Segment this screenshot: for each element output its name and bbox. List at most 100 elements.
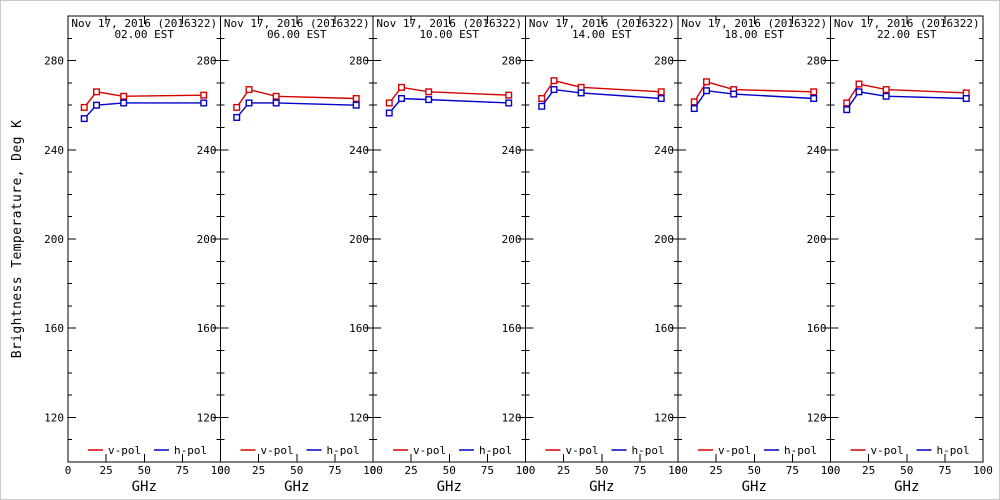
v-pol-marker: [385, 99, 393, 107]
legend-v-pol-label: v-pol: [108, 444, 141, 457]
x-tick-label: 100: [668, 464, 688, 477]
legend-h-pol-label: h-pol: [784, 444, 817, 457]
x-tick-label: 50: [748, 464, 761, 477]
y-tick-label: 200: [44, 233, 64, 246]
y-axis-ticks: [830, 37, 983, 441]
x-tick-label: 50: [900, 464, 913, 477]
v-pol-line: [388, 86, 509, 104]
y-tick-label: 280: [807, 55, 827, 68]
x-tick-label: 25: [405, 464, 418, 477]
panel-legend: v-pol h-pol: [850, 444, 970, 457]
h-pol-marker: [385, 109, 393, 117]
panel-frame: [829, 15, 984, 463]
panel-title-time: 10.00 EST: [419, 28, 479, 41]
x-axis-unit-label: GHz: [742, 479, 767, 495]
v-pol-marker: [398, 83, 406, 91]
v-pol-marker: [657, 88, 665, 96]
y-tick-label: 240: [654, 144, 674, 157]
x-tick-label: 100: [973, 464, 993, 477]
x-tick-label: 100: [821, 464, 841, 477]
h-pol-marker: [882, 92, 890, 100]
x-tick-label: 100: [363, 464, 383, 477]
panel-title-time: 18.00 EST: [724, 28, 784, 41]
y-tick-label: 120: [44, 411, 64, 424]
y-tick-label: 240: [349, 144, 369, 157]
v-pol-marker: [550, 77, 558, 85]
y-tick-label: 240: [197, 144, 217, 157]
x-tick-label: 25: [710, 464, 723, 477]
h-pol-line: [846, 91, 967, 111]
x-tick-label: 0: [827, 464, 834, 477]
h-pol-line: [541, 88, 662, 107]
v-pol-line: [541, 79, 662, 99]
y-tick-label: 240: [807, 144, 827, 157]
x-axis-unit-label: GHz: [894, 479, 919, 495]
panel-legend: v-pol h-pol: [545, 444, 665, 457]
v-pol-marker: [233, 103, 241, 111]
y-axis-ticks: [525, 37, 678, 441]
x-axis-ticks: [830, 16, 984, 462]
x-tick-label: 75: [481, 464, 494, 477]
h-pol-marker: [550, 86, 558, 94]
x-axis-unit-label: GHz: [437, 479, 462, 495]
x-tick-label: 25: [252, 464, 265, 477]
x-tick-label: 0: [675, 464, 682, 477]
y-tick-label: 200: [197, 233, 217, 246]
legend-h-pol-label: h-pol: [174, 444, 207, 457]
h-pol-marker: [80, 115, 88, 123]
v-pol-marker: [272, 92, 280, 100]
y-tick-label: 240: [502, 144, 522, 157]
x-tick-label: 25: [862, 464, 875, 477]
x-tick-label: 75: [176, 464, 189, 477]
x-axis-unit-label: GHz: [132, 479, 157, 495]
y-tick-label: 160: [654, 322, 674, 335]
y-tick-label: 160: [197, 322, 217, 335]
y-axis-ticks: [373, 37, 526, 441]
x-tick-label: 0: [217, 464, 224, 477]
panel-legend: v-pol h-pol: [698, 444, 817, 457]
legend-h-pol-label: h-pol: [632, 444, 665, 457]
y-tick-label: 200: [807, 233, 827, 246]
h-pol-marker: [657, 95, 665, 103]
v-pol-marker: [538, 95, 546, 103]
v-pol-marker: [80, 103, 88, 111]
h-pol-marker: [538, 102, 546, 110]
h-pol-marker: [425, 96, 433, 104]
y-tick-label: 200: [349, 233, 369, 246]
h-pol-marker: [843, 106, 851, 114]
panel-title-date: Nov 17, 2016 (2016322): [376, 17, 522, 30]
v-pol-marker: [352, 95, 360, 103]
x-tick-label: 100: [516, 464, 536, 477]
x-tick-label: 100: [211, 464, 231, 477]
y-tick-label: 200: [654, 233, 674, 246]
v-pol-line: [236, 88, 357, 108]
panel-6: 120 160 200 240 280 0 25 50 75 100 GHz Nov 17, 2016…: [807, 15, 993, 495]
v-pol-marker: [810, 88, 818, 96]
h-pol-marker: [200, 99, 208, 107]
v-pol-marker: [425, 88, 433, 96]
legend-h-pol-label: h-pol: [479, 444, 512, 457]
x-axis-unit-label: GHz: [284, 479, 309, 495]
y-tick-label: 120: [807, 411, 827, 424]
v-pol-marker: [690, 98, 698, 106]
x-tick-label: 50: [443, 464, 456, 477]
h-pol-marker: [120, 99, 128, 107]
panel-4: 120 160 200 240 280 0 25 50 75 100 GHz Nov 17, 2016…: [502, 15, 688, 495]
h-pol-line: [388, 97, 509, 114]
v-pol-marker: [120, 92, 128, 100]
y-tick-label: 280: [349, 55, 369, 68]
panels-group: 120 160 200 240 280 0 25 50 75 100 GHz Nov 17, 2016…: [44, 15, 993, 495]
v-pol-marker: [245, 86, 253, 94]
y-tick-label: 160: [44, 322, 64, 335]
x-axis-unit-label: GHz: [589, 479, 614, 495]
y-tick-label: 120: [197, 411, 217, 424]
v-pol-marker: [93, 88, 101, 96]
legend-h-pol-label: h-pol: [327, 444, 360, 457]
h-pol-marker: [505, 99, 513, 107]
y-axis-title: Brightness Temperature, Deg K: [10, 120, 25, 359]
panel-1: 120 160 200 240 280 0 25 50 75 100 GHz Nov 17, 2016…: [44, 15, 231, 495]
x-tick-label: 75: [328, 464, 341, 477]
y-tick-label: 280: [502, 55, 522, 68]
y-tick-label: 120: [349, 411, 369, 424]
